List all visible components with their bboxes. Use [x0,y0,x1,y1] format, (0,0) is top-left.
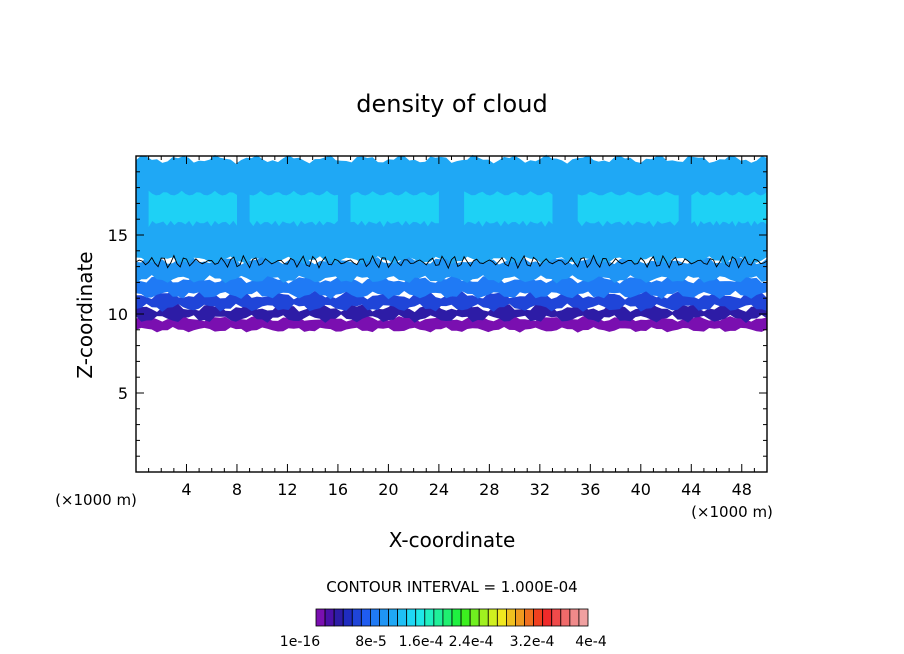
x-tick-label: 28 [479,480,499,499]
x-tick-label: 16 [328,480,348,499]
chart-title: density of cloud [356,90,547,118]
colorbar-swatch [424,608,435,627]
cloud-light-patch [350,191,439,227]
colorbar-label: 2.4e-4 [449,634,494,650]
colorbar-label: 3.2e-4 [510,634,555,650]
cloud-layer [136,290,767,312]
colorbar-label: 4e-4 [575,634,607,650]
colorbar-swatch [360,608,371,627]
cloud-layer [136,274,767,300]
colorbar-swatch [451,608,462,627]
colorbar: 1e-16 8e-5 1.6e-4 2.4e-4 3.2e-4 4e-4 [280,608,607,650]
colorbar-swatch [315,608,326,627]
colorbar-swatch [406,608,417,627]
x-tick-label: 12 [277,480,297,499]
colorbar-swatch [551,608,562,627]
colorbar-swatch [379,608,389,627]
x-unit-right: (×1000 m) [691,503,773,521]
colorbar-swatch [397,608,408,627]
colorbar-label: 8e-5 [355,634,386,650]
colorbar-swatch [542,608,553,627]
colorbar-swatch [478,608,489,627]
x-tick-label: 36 [580,480,600,499]
contour-line [135,254,768,270]
x-unit-left: (×1000 m) [55,491,137,509]
colorbar-label: 1.6e-4 [399,634,444,650]
y-tick-label: 10 [108,305,128,324]
colorbar-swatch [533,608,544,627]
colorbar-swatch [496,608,507,627]
colorbar-label: 1e-16 [280,634,320,650]
x-tick-label: 48 [732,480,752,499]
x-tick-label: 8 [232,480,242,499]
cloud-light-patch [691,191,767,227]
colorbar-swatch [442,608,453,627]
colorbar-swatch [487,608,498,627]
colorbar-swatch [515,608,525,627]
colorbar-swatch [342,608,353,627]
cloud-layer [136,154,767,265]
x-tick-label: 40 [631,480,651,499]
colorbar-swatch [505,608,516,627]
colorbar-swatch [524,608,534,627]
x-tick-label: 44 [681,480,701,499]
cloud-light-patch [249,190,338,227]
x-tick-label: 24 [429,480,449,499]
colorbar-swatch [569,608,580,627]
contour-interval-text: CONTOUR INTERVAL = 1.000E-04 [326,578,577,596]
cloud-light-patch [577,191,679,227]
x-tick-label: 20 [378,480,398,499]
colorbar-swatch [460,608,471,627]
x-tick-label: 32 [530,480,550,499]
cloud-layer [136,255,767,284]
y-axis-label: Z-coordinate [73,251,97,378]
colorbar-swatch [388,608,398,627]
colorbar-swatch [578,608,589,627]
x-tick-label: 4 [181,480,191,499]
cloud-light-patch [148,190,237,228]
colorbar-swatch [333,608,344,627]
colorbar-swatch [469,608,480,627]
y-tick-label: 5 [118,384,128,403]
colorbar-swatch [351,608,362,627]
colorbar-swatch [433,608,444,627]
cloud-light-patch [464,191,553,227]
x-axis-label: X-coordinate [389,528,516,552]
y-tick-label: 15 [108,226,128,245]
colorbar-swatch [415,608,426,627]
colorbar-swatch [324,608,335,627]
colorbar-swatch [369,608,380,627]
colorbar-swatch [560,608,571,627]
